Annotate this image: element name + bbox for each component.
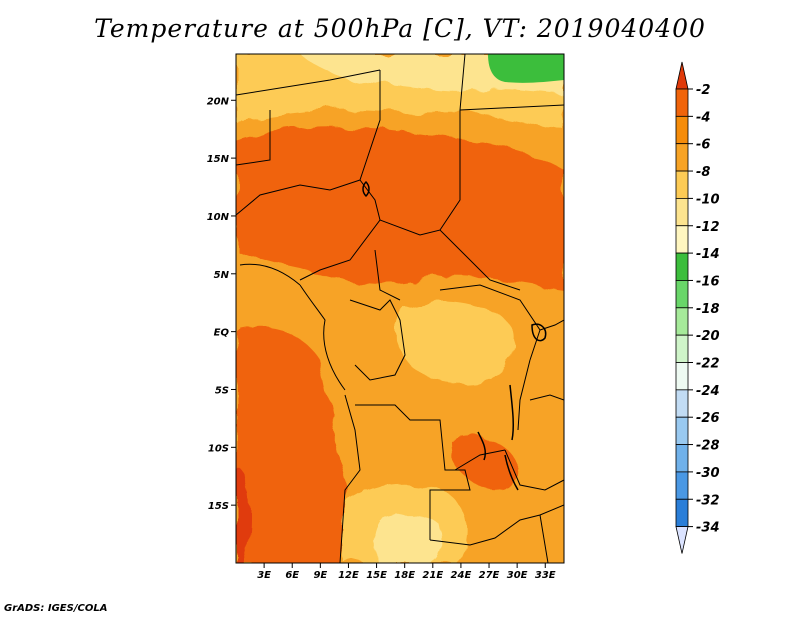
colorbar-label: -28	[696, 439, 720, 454]
colorbar-label: -16	[696, 274, 720, 289]
colorbar-label: -8	[696, 165, 710, 180]
lon-tick-label: 12E	[338, 570, 359, 581]
colorbar-label: -6	[696, 138, 710, 153]
lon-tick-label: 3E	[257, 570, 271, 581]
colorbar-swatch	[675, 498, 689, 528]
colorbar-label: -18	[696, 302, 720, 317]
colorbar-swatch	[675, 444, 689, 473]
colorbar-swatch	[675, 416, 689, 445]
latitude-axis: 20N 15N 10N 5N EQ 5S 10S 15S	[207, 96, 236, 512]
lon-tick-label: 33E	[535, 570, 556, 581]
colorbar-swatch	[675, 115, 689, 145]
lon-tick-label: 21E	[422, 570, 443, 581]
lon-tick-label: 18E	[394, 570, 415, 581]
map-frame	[235, 53, 565, 564]
footer-credit: GrADS: IGES/COLA	[4, 603, 108, 614]
lon-tick-label: 27E	[479, 570, 500, 581]
temperature-field	[236, 54, 564, 563]
colorbar-swatch	[675, 88, 689, 117]
colorbar-label: -20	[696, 329, 720, 344]
colorbar-swatch	[675, 362, 689, 391]
colorbar-swatch	[675, 252, 689, 281]
lon-tick-label: 30E	[507, 570, 528, 581]
temp-band-hot-edge	[236, 468, 251, 563]
colorbar-swatch	[675, 197, 689, 227]
lat-tick-label: 20N	[207, 96, 230, 107]
colorbar-swatch	[675, 143, 689, 172]
lat-tick-label: 5N	[214, 270, 230, 281]
colorbar-top-triangle	[675, 61, 689, 90]
colorbar-swatch	[675, 225, 689, 254]
lat-tick-label: 5S	[215, 385, 229, 396]
colorbar-label: -32	[696, 493, 720, 508]
temp-band-cooler-south	[373, 513, 442, 563]
colorbar-swatch	[675, 280, 689, 309]
lat-tick-label: 15S	[208, 501, 229, 512]
colorbar-label: -10	[696, 192, 720, 207]
colorbar-label: -12	[696, 220, 720, 235]
temp-band-cold-patch	[488, 54, 564, 83]
colorbar-bottom-triangle	[675, 526, 689, 554]
colorbar-label: -22	[696, 357, 720, 372]
lat-tick-label: 10S	[208, 443, 229, 454]
colorbar-label: -4	[696, 110, 710, 125]
colorbar-label: -34	[696, 521, 720, 536]
lon-tick-label: 24E	[451, 570, 472, 581]
lon-tick-label: 15E	[366, 570, 387, 581]
lakes	[362, 180, 547, 491]
colorbar-label: -24	[696, 384, 720, 399]
colorbar-swatch	[675, 170, 689, 199]
temp-band-cool-center	[394, 300, 515, 384]
lon-tick-label: 9E	[313, 570, 327, 581]
colorbar-label: -14	[696, 247, 720, 262]
colorbar-label: -30	[696, 466, 720, 481]
temp-band-warm-southwest	[236, 326, 348, 563]
colorbar: -2 -4 -6 -8 -10 -12 -14 -16 -18 -20 -22 -24 -26 -28 -3…	[675, 61, 720, 554]
colorbar-label: -2	[696, 83, 710, 98]
colorbar-swatch	[675, 389, 689, 418]
colorbar-label: -26	[696, 411, 720, 426]
lon-tick-label: 6E	[285, 570, 299, 581]
lat-tick-label: 10N	[207, 212, 230, 223]
longitude-axis: 3E 6E 9E 12E 15E 18E 21E 24E 27E 30E 33E	[257, 563, 556, 581]
lat-tick-label: EQ	[214, 328, 230, 339]
chart-title: Temperature at 500hPa [C], VT: 201904040…	[94, 14, 706, 43]
colorbar-swatch	[675, 334, 689, 363]
lat-tick-label: 15N	[207, 154, 230, 165]
temp-band-warm-north	[236, 126, 564, 290]
colorbar-swatch	[675, 307, 689, 336]
temp-band-warm-east	[450, 436, 520, 489]
colorbar-swatch	[675, 471, 689, 500]
